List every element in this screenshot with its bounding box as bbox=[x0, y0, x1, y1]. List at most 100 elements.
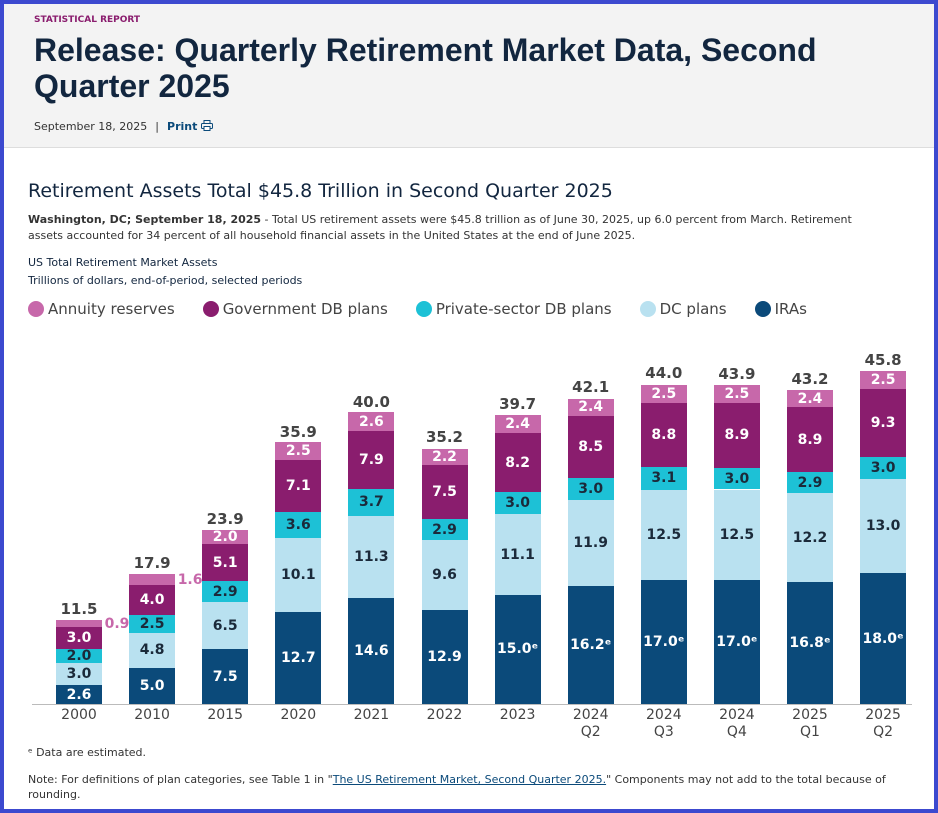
value-label: 0.9 bbox=[104, 615, 130, 632]
meta: September 18, 2025 | Print bbox=[34, 120, 214, 133]
value-label: 12.5 bbox=[646, 526, 682, 543]
bar-segment bbox=[56, 620, 102, 627]
value-label: 7.5 bbox=[212, 668, 238, 685]
bar-segment bbox=[713, 402, 760, 468]
value-label: 7.1 bbox=[285, 478, 311, 495]
total-label: 11.5 bbox=[60, 600, 98, 619]
bar-segment bbox=[640, 402, 687, 467]
value-label: 3.0 bbox=[578, 480, 604, 497]
bar-segment bbox=[275, 512, 322, 539]
bar-segment bbox=[860, 389, 907, 457]
value-label: 11.1 bbox=[500, 546, 535, 563]
legend-swatch bbox=[639, 301, 656, 317]
value-label: 14.6 bbox=[354, 642, 389, 659]
value-label: 16.8ᵉ bbox=[789, 634, 831, 651]
bar-segment bbox=[787, 407, 833, 473]
bar-segment bbox=[129, 573, 176, 586]
total-label: 44.0 bbox=[645, 364, 683, 383]
x-tick-label: 2024 Q3 bbox=[645, 707, 682, 740]
value-label: 2.0 bbox=[212, 528, 238, 545]
bar-segment bbox=[202, 544, 249, 582]
note: Note: For definitions of plan categories… bbox=[28, 772, 898, 802]
value-label: 4.0 bbox=[139, 592, 165, 609]
x-tick-label: 2010 bbox=[134, 707, 170, 723]
bar-segment bbox=[713, 467, 760, 490]
legend-label: Private-sector DB plans bbox=[435, 300, 612, 318]
bar-segment bbox=[202, 649, 249, 704]
chart-subtitle: Trillions of dollars, end-of-period, sel… bbox=[28, 274, 303, 287]
note-text: Note: For definitions of plan categories… bbox=[28, 773, 333, 786]
bar-segment bbox=[56, 626, 102, 649]
footnote: ᵉ Data are estimated. bbox=[28, 746, 147, 759]
total-label: 45.8 bbox=[864, 351, 902, 369]
total-label: 23.9 bbox=[206, 510, 244, 529]
value-label: 8.9 bbox=[797, 431, 823, 448]
value-label: 9.6 bbox=[432, 567, 457, 584]
legend-swatch bbox=[202, 301, 219, 317]
bar-segment bbox=[494, 432, 541, 493]
legend-label: Annuity reserves bbox=[48, 300, 175, 318]
baseline bbox=[32, 704, 912, 705]
print-text[interactable]: Print bbox=[167, 120, 198, 133]
x-tick-label: 2025 Q2 bbox=[865, 707, 901, 740]
value-label: 2.4 bbox=[578, 399, 604, 416]
value-label: 8.8 bbox=[651, 426, 677, 443]
bar-segment bbox=[421, 519, 468, 541]
bar-segment bbox=[275, 442, 322, 461]
total-label: 42.1 bbox=[572, 377, 610, 396]
value-label: 3.6 bbox=[285, 517, 311, 534]
value-label: 7.5 bbox=[432, 484, 457, 501]
total-label: 40.0 bbox=[352, 393, 390, 412]
note-link[interactable]: The US Retirement Market, Second Quarter… bbox=[332, 773, 607, 786]
x-tick-label: 2024 Q2 bbox=[572, 707, 609, 740]
value-label: 1.6 bbox=[177, 571, 203, 588]
total-label: 35.2 bbox=[425, 428, 463, 447]
chart: 2.6 3.0 2.0 3.0 0.9 11.5 2000 5.0 4.8 2.5 4.0 1.6 17… bbox=[4, 334, 934, 754]
value-label: 2.4 bbox=[505, 416, 530, 433]
value-label: 2.5 bbox=[139, 615, 165, 632]
value-label: 3.7 bbox=[358, 494, 384, 511]
print-link[interactable]: Print bbox=[167, 120, 214, 133]
legend-label: Government DB plans bbox=[222, 300, 388, 318]
bar-segment bbox=[129, 614, 176, 633]
value-label: 8.9 bbox=[724, 427, 750, 444]
value-label: 3.0 bbox=[870, 459, 896, 476]
bar-segment bbox=[494, 492, 541, 515]
bar-segment bbox=[56, 663, 102, 686]
legend-item: Private-sector DB plans bbox=[415, 300, 612, 318]
value-label: 2.2 bbox=[432, 448, 457, 465]
legend: Annuity reserves Government DB plans Priva… bbox=[28, 300, 807, 318]
bar-segment bbox=[640, 580, 687, 704]
value-label: 5.0 bbox=[139, 677, 165, 694]
bar-segment bbox=[56, 648, 102, 664]
value-label: 4.8 bbox=[139, 642, 165, 659]
bar-segment bbox=[348, 597, 395, 704]
x-tick-label: 2024 Q4 bbox=[719, 707, 755, 740]
bar-segment bbox=[129, 667, 176, 704]
value-label: 8.5 bbox=[578, 438, 604, 455]
bar-segment bbox=[640, 384, 687, 403]
legend-label: DC plans bbox=[659, 300, 727, 318]
value-label: 2.6 bbox=[66, 686, 92, 703]
print-icon[interactable] bbox=[201, 120, 214, 131]
bar-segment bbox=[202, 529, 249, 545]
bar-segment bbox=[202, 581, 249, 603]
value-label: 16.2ᵉ bbox=[570, 637, 612, 654]
body-text: - Total US retirement assets were $45.8 … bbox=[28, 213, 852, 242]
kicker: STATISTICAL REPORT bbox=[34, 15, 141, 25]
bar-segment bbox=[421, 464, 468, 520]
bar-segment bbox=[275, 538, 322, 612]
legend-swatch bbox=[415, 301, 432, 317]
legend-label: IRAs bbox=[774, 300, 807, 318]
x-tick-label: 2025 Q1 bbox=[792, 707, 828, 740]
bar-segment bbox=[787, 472, 833, 494]
bar-segment bbox=[421, 448, 468, 465]
bar-segment bbox=[787, 493, 833, 582]
legend-item: DC plans bbox=[639, 300, 727, 318]
bar-segment bbox=[348, 412, 395, 432]
bar-segment bbox=[860, 478, 907, 574]
bar-segment bbox=[494, 415, 541, 433]
x-tick-label: 2000 bbox=[61, 707, 97, 723]
bar-segment bbox=[275, 460, 322, 513]
value-label: 2.5 bbox=[285, 443, 311, 460]
